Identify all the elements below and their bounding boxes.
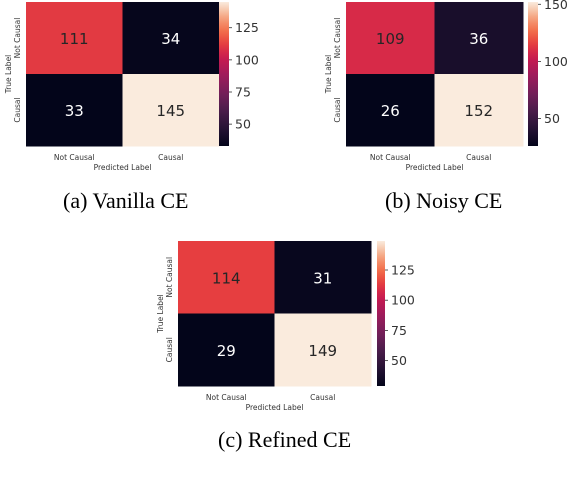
heatmap-cell xyxy=(274,313,372,387)
y-axis-label: True Label xyxy=(4,55,13,95)
cell-value-label: 111 xyxy=(60,30,89,48)
x-tick-label: Not Causal xyxy=(370,153,411,162)
y-tick-label: Causal xyxy=(333,97,342,122)
heatmap-cell xyxy=(26,74,123,147)
colorbar xyxy=(377,241,385,386)
y-axis-label: True Label xyxy=(324,55,333,95)
y-tick-label: Not Causal xyxy=(13,18,22,59)
x-tick-label: Causal xyxy=(310,393,335,402)
cell-value-label: 36 xyxy=(469,30,488,48)
cell-value-label: 34 xyxy=(161,30,180,48)
heatmap-cell xyxy=(274,241,372,314)
colorbar-tick-label: 75 xyxy=(235,85,251,100)
colorbar-tick-label: 50 xyxy=(544,111,560,126)
colorbar-tick-label: 100 xyxy=(391,293,415,308)
caption-c: (c) Refined CE xyxy=(218,427,352,452)
caption-a: (a) Vanilla CE xyxy=(63,188,189,213)
heatmap-cell xyxy=(26,2,123,75)
caption-b: (b) Noisy CE xyxy=(385,188,503,213)
cell-value-label: 145 xyxy=(156,102,185,120)
heatmap-cell xyxy=(178,241,275,314)
y-axis-label: True Label xyxy=(156,294,165,334)
heatmap-cell xyxy=(346,74,435,147)
cell-value-label: 29 xyxy=(217,342,236,360)
y-tick-label: Not Causal xyxy=(333,18,342,59)
y-tick-label: Causal xyxy=(165,337,174,362)
colorbar xyxy=(528,2,538,146)
heatmap-cell xyxy=(178,313,275,387)
heatmap-cell xyxy=(434,74,524,147)
heatmap-cell xyxy=(122,2,220,75)
y-tick-label: Not Causal xyxy=(165,257,174,298)
x-axis-label: Predicted Label xyxy=(246,403,304,412)
colorbar-tick-label: 50 xyxy=(391,353,407,368)
cell-value-label: 31 xyxy=(313,269,332,287)
x-tick-label: Not Causal xyxy=(206,393,247,402)
colorbar-tick-label: 125 xyxy=(391,263,415,278)
heatmap-cell xyxy=(434,2,524,75)
cell-value-label: 109 xyxy=(376,30,405,48)
colorbar-tick-label: 100 xyxy=(544,54,568,69)
colorbar xyxy=(219,2,229,146)
y-tick-label: Causal xyxy=(13,97,22,122)
heatmap-panel-c: 114 31 29 149 Not Causal Causal Predicted Labe… xyxy=(156,241,415,412)
heatmap-cell xyxy=(346,2,435,75)
cell-value-label: 26 xyxy=(381,102,400,120)
colorbar-tick-label: 150 xyxy=(544,0,568,12)
colorbar-tick-label: 100 xyxy=(235,52,259,67)
cell-value-label: 33 xyxy=(65,102,84,120)
colorbar-tick-label: 50 xyxy=(235,117,251,132)
colorbar-tick-label: 75 xyxy=(391,323,407,338)
colorbar-tick-label: 125 xyxy=(235,20,259,35)
x-tick-label: Not Causal xyxy=(54,153,95,162)
cell-value-label: 149 xyxy=(308,342,337,360)
heatmap-panel-a: 111 34 33 145 Not Causal Causal Predicted Labe… xyxy=(4,2,259,172)
x-axis-label: Predicted Label xyxy=(94,163,152,172)
x-tick-label: Causal xyxy=(466,153,491,162)
cell-value-label: 152 xyxy=(464,102,493,120)
x-tick-label: Causal xyxy=(158,153,183,162)
heatmap-cell xyxy=(122,74,220,147)
cell-value-label: 114 xyxy=(212,269,241,287)
x-axis-label: Predicted Label xyxy=(406,163,464,172)
